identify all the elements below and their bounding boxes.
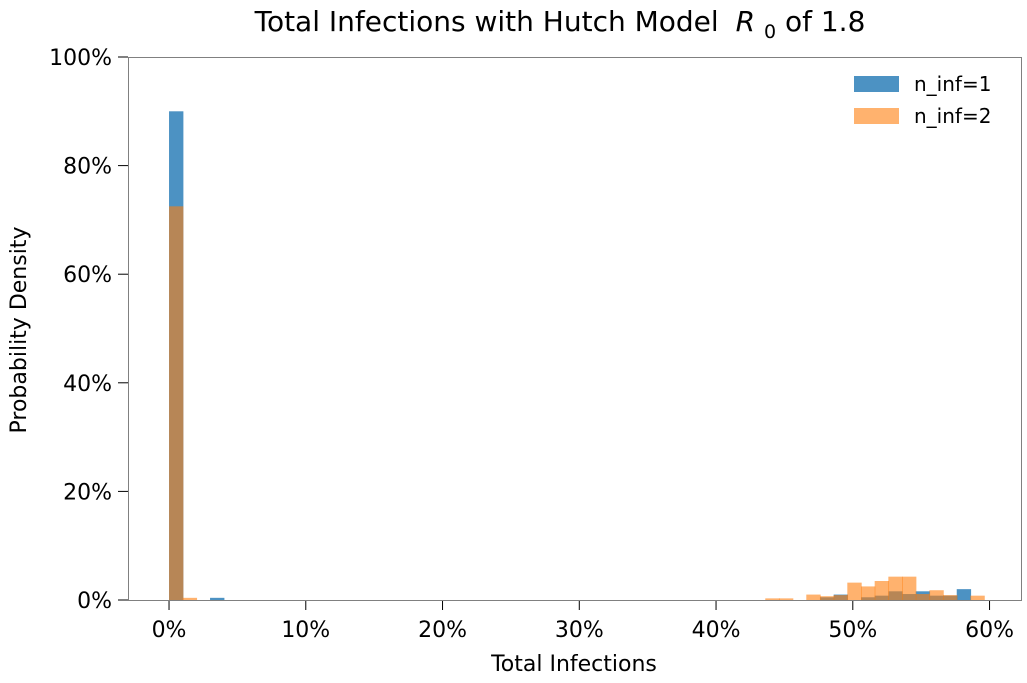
plot-area-frame (128, 57, 1022, 601)
bar-series-2-1 (169, 206, 184, 600)
y-tick-label: 80% (63, 155, 112, 180)
bar-series-2-12 (902, 576, 917, 600)
bar-series-2-14 (929, 590, 944, 600)
legend-label-series-2: n_inf=2 (914, 104, 991, 128)
legend-swatch-series-1 (854, 76, 899, 92)
y-tick-label: 60% (63, 263, 112, 288)
y-tick-label: 100% (49, 46, 112, 71)
bar-series-2-3 (765, 598, 780, 600)
x-tick-label: 40% (692, 618, 741, 643)
chart-title-main: Total Infections with Hutch Model (254, 5, 719, 38)
series-2-bars (169, 206, 985, 600)
y-tick-label: 40% (63, 372, 112, 397)
bar-series-2-6 (819, 596, 835, 600)
x-tick-label: 50% (828, 618, 877, 643)
bar-series-2-11 (888, 576, 903, 600)
x-tick-label: 20% (418, 618, 467, 643)
x-tick-label: 0% (152, 618, 187, 643)
x-tick-label: 60% (965, 618, 1014, 643)
x-tick-label: 10% (281, 618, 330, 643)
bar-series-2-10 (874, 581, 890, 600)
bar-series-1-2 (210, 597, 225, 600)
y-tick-label: 20% (63, 480, 112, 505)
bars-group (169, 111, 985, 601)
bar-series-2-13 (915, 594, 931, 600)
chart-title: Total Infections with Hutch Model R 0 of… (254, 5, 866, 45)
chart-title-subscript: 0 (764, 21, 776, 43)
bar-series-2-8 (847, 582, 862, 600)
x-axis-label: Total Infections (490, 652, 657, 677)
y-axis-ticks: 0% 20% 40% 60% 80% 100% (49, 46, 128, 614)
y-axis-label: Probability Density (7, 227, 32, 434)
bar-series-2-9 (861, 586, 876, 600)
bar-series-1-12 (956, 589, 972, 600)
bar-series-2-4 (778, 598, 794, 600)
bar-series-2-16 (970, 595, 985, 600)
x-tick-label: 30% (555, 618, 604, 643)
x-axis-ticks: 0% 10% 20% 30% 40% 50% 60% (152, 600, 1014, 643)
chart-title-suffix: of 1.8 (785, 5, 865, 38)
chart-title-symbol: R (736, 5, 755, 38)
bar-series-2-15 (943, 595, 958, 600)
legend: n_inf=1 n_inf=2 (854, 72, 991, 128)
legend-label-series-1: n_inf=1 (914, 72, 991, 96)
bar-series-2-7 (833, 595, 849, 600)
legend-swatch-series-2 (854, 108, 899, 124)
bar-series-2-5 (806, 594, 821, 600)
y-tick-label: 0% (77, 589, 112, 614)
bar-series-2-2 (182, 597, 198, 600)
